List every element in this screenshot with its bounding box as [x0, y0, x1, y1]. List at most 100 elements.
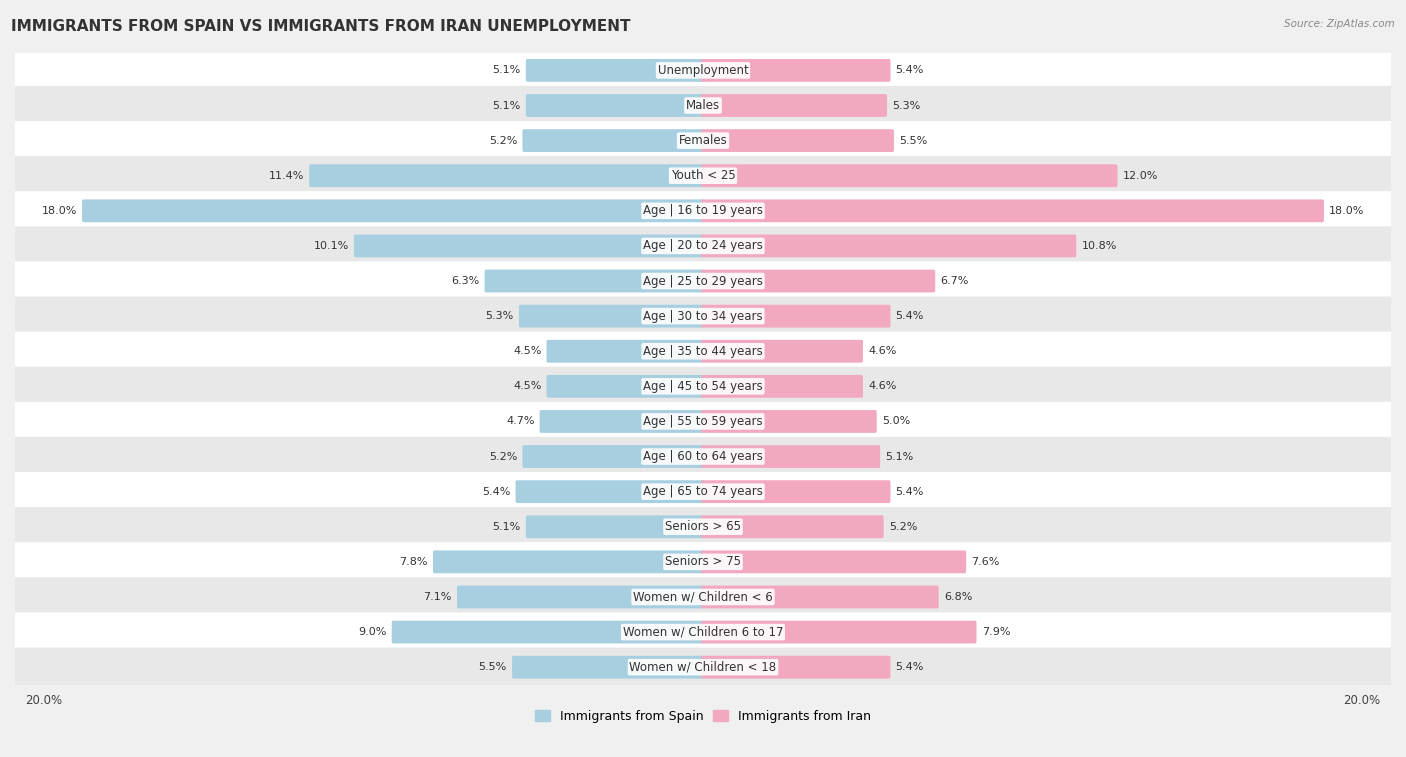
FancyBboxPatch shape: [10, 226, 1396, 266]
FancyBboxPatch shape: [702, 550, 966, 573]
Text: 5.3%: 5.3%: [485, 311, 513, 321]
Text: 5.0%: 5.0%: [882, 416, 910, 426]
Text: 20.0%: 20.0%: [1344, 693, 1381, 706]
FancyBboxPatch shape: [10, 192, 1396, 230]
FancyBboxPatch shape: [702, 375, 863, 397]
Text: 7.8%: 7.8%: [399, 557, 427, 567]
FancyBboxPatch shape: [540, 410, 704, 433]
Text: 5.1%: 5.1%: [886, 452, 914, 462]
Text: 5.1%: 5.1%: [492, 65, 520, 76]
Text: 9.0%: 9.0%: [359, 627, 387, 637]
Text: Age | 45 to 54 years: Age | 45 to 54 years: [643, 380, 763, 393]
FancyBboxPatch shape: [433, 550, 704, 573]
FancyBboxPatch shape: [10, 437, 1396, 476]
Text: 5.4%: 5.4%: [482, 487, 510, 497]
Text: Age | 65 to 74 years: Age | 65 to 74 years: [643, 485, 763, 498]
Text: 4.5%: 4.5%: [513, 346, 541, 357]
FancyBboxPatch shape: [547, 340, 704, 363]
Text: Women w/ Children < 6: Women w/ Children < 6: [633, 590, 773, 603]
Text: 10.8%: 10.8%: [1081, 241, 1116, 251]
Text: 18.0%: 18.0%: [42, 206, 77, 216]
FancyBboxPatch shape: [10, 121, 1396, 160]
FancyBboxPatch shape: [526, 516, 704, 538]
Text: Females: Females: [679, 134, 727, 147]
FancyBboxPatch shape: [702, 164, 1118, 187]
Text: 7.9%: 7.9%: [981, 627, 1010, 637]
FancyBboxPatch shape: [10, 612, 1396, 652]
FancyBboxPatch shape: [10, 297, 1396, 336]
FancyBboxPatch shape: [10, 366, 1396, 406]
Text: 5.3%: 5.3%: [893, 101, 921, 111]
FancyBboxPatch shape: [519, 305, 704, 328]
FancyBboxPatch shape: [354, 235, 704, 257]
FancyBboxPatch shape: [485, 269, 704, 292]
FancyBboxPatch shape: [702, 586, 939, 609]
FancyBboxPatch shape: [516, 480, 704, 503]
Text: Women w/ Children < 18: Women w/ Children < 18: [630, 661, 776, 674]
Text: IMMIGRANTS FROM SPAIN VS IMMIGRANTS FROM IRAN UNEMPLOYMENT: IMMIGRANTS FROM SPAIN VS IMMIGRANTS FROM…: [11, 19, 631, 34]
Text: Source: ZipAtlas.com: Source: ZipAtlas.com: [1284, 19, 1395, 29]
Text: 4.7%: 4.7%: [506, 416, 534, 426]
FancyBboxPatch shape: [10, 261, 1396, 301]
Text: 18.0%: 18.0%: [1329, 206, 1364, 216]
FancyBboxPatch shape: [547, 375, 704, 397]
Text: 5.5%: 5.5%: [898, 136, 928, 145]
Text: 6.3%: 6.3%: [451, 276, 479, 286]
Text: 4.6%: 4.6%: [868, 346, 897, 357]
FancyBboxPatch shape: [702, 129, 894, 152]
FancyBboxPatch shape: [702, 656, 890, 678]
Text: Age | 55 to 59 years: Age | 55 to 59 years: [643, 415, 763, 428]
FancyBboxPatch shape: [702, 480, 890, 503]
Text: 12.0%: 12.0%: [1122, 171, 1159, 181]
FancyBboxPatch shape: [526, 59, 704, 82]
FancyBboxPatch shape: [702, 199, 1324, 223]
Text: Males: Males: [686, 99, 720, 112]
FancyBboxPatch shape: [523, 445, 704, 468]
FancyBboxPatch shape: [10, 332, 1396, 371]
FancyBboxPatch shape: [10, 51, 1396, 90]
FancyBboxPatch shape: [10, 86, 1396, 125]
FancyBboxPatch shape: [82, 199, 704, 223]
FancyBboxPatch shape: [10, 402, 1396, 441]
Text: 7.6%: 7.6%: [972, 557, 1000, 567]
Text: Unemployment: Unemployment: [658, 64, 748, 77]
Text: Seniors > 65: Seniors > 65: [665, 520, 741, 533]
Text: Women w/ Children 6 to 17: Women w/ Children 6 to 17: [623, 625, 783, 639]
Text: 5.1%: 5.1%: [492, 101, 520, 111]
Text: 5.2%: 5.2%: [889, 522, 917, 531]
Text: 5.4%: 5.4%: [896, 311, 924, 321]
Text: Age | 30 to 34 years: Age | 30 to 34 years: [643, 310, 763, 322]
FancyBboxPatch shape: [10, 578, 1396, 617]
FancyBboxPatch shape: [526, 94, 704, 117]
Text: 5.5%: 5.5%: [478, 662, 508, 672]
FancyBboxPatch shape: [702, 94, 887, 117]
FancyBboxPatch shape: [10, 472, 1396, 511]
FancyBboxPatch shape: [702, 621, 977, 643]
FancyBboxPatch shape: [702, 305, 890, 328]
Text: 11.4%: 11.4%: [269, 171, 304, 181]
Text: 5.2%: 5.2%: [489, 136, 517, 145]
FancyBboxPatch shape: [523, 129, 704, 152]
FancyBboxPatch shape: [702, 340, 863, 363]
Text: 5.4%: 5.4%: [896, 487, 924, 497]
Text: 20.0%: 20.0%: [25, 693, 62, 706]
FancyBboxPatch shape: [702, 59, 890, 82]
Text: Age | 16 to 19 years: Age | 16 to 19 years: [643, 204, 763, 217]
Text: 4.5%: 4.5%: [513, 382, 541, 391]
FancyBboxPatch shape: [392, 621, 704, 643]
FancyBboxPatch shape: [702, 516, 883, 538]
Text: 10.1%: 10.1%: [314, 241, 349, 251]
Text: 5.4%: 5.4%: [896, 662, 924, 672]
Text: 5.1%: 5.1%: [492, 522, 520, 531]
FancyBboxPatch shape: [702, 269, 935, 292]
Text: 7.1%: 7.1%: [423, 592, 451, 602]
Text: Age | 60 to 64 years: Age | 60 to 64 years: [643, 450, 763, 463]
Text: 4.6%: 4.6%: [868, 382, 897, 391]
Text: 5.4%: 5.4%: [896, 65, 924, 76]
FancyBboxPatch shape: [702, 445, 880, 468]
FancyBboxPatch shape: [702, 410, 877, 433]
FancyBboxPatch shape: [457, 586, 704, 609]
Text: Youth < 25: Youth < 25: [671, 170, 735, 182]
Text: Seniors > 75: Seniors > 75: [665, 556, 741, 569]
FancyBboxPatch shape: [10, 542, 1396, 581]
